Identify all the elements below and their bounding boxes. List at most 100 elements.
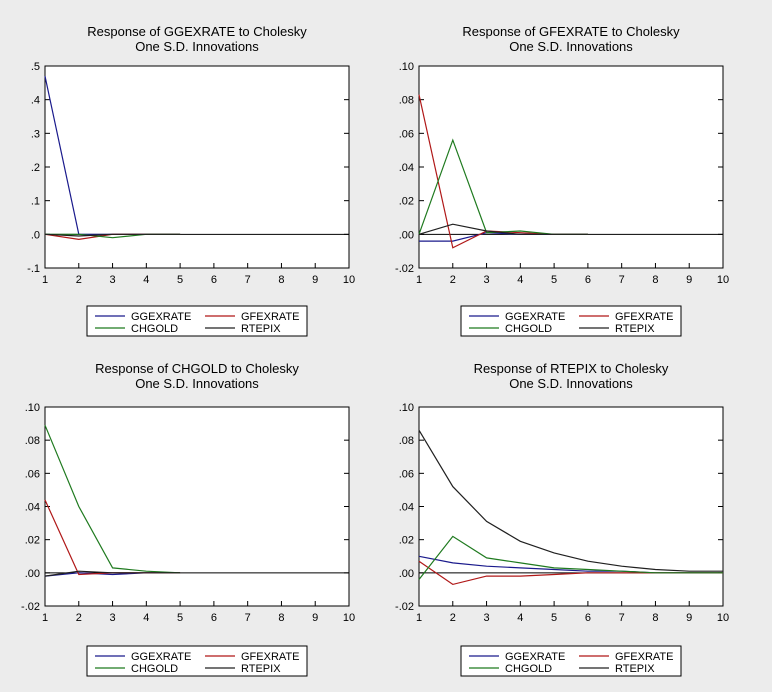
x-tick-label: 2: [76, 612, 82, 624]
legend-label: GGEXRATE: [131, 651, 191, 663]
y-tick-label: .00: [399, 568, 414, 580]
x-tick-label: 5: [551, 612, 557, 624]
legend-label: GFEXRATE: [615, 311, 673, 323]
y-tick-label: .10: [399, 402, 414, 414]
x-tick-label: 3: [483, 612, 489, 624]
chart-title-line: Response of CHGOLD to Cholesky: [95, 361, 299, 376]
chart-title-line: One S.D. Innovations: [135, 39, 259, 54]
x-tick-label: 8: [652, 612, 658, 624]
x-tick-label: 3: [109, 612, 115, 624]
y-tick-label: -.02: [21, 601, 40, 613]
chart-title-line: Response of GFEXRATE to Cholesky: [462, 24, 680, 39]
x-tick-label: 8: [652, 274, 658, 286]
x-tick-label: 9: [686, 612, 692, 624]
y-tick-label: .2: [31, 162, 40, 174]
y-tick-label: .10: [399, 61, 414, 73]
y-tick-label: .04: [399, 162, 414, 174]
y-tick-label: .5: [31, 61, 40, 73]
x-tick-label: 10: [717, 274, 729, 286]
y-tick-label: .04: [25, 502, 40, 514]
x-tick-label: 4: [517, 274, 523, 286]
legend-label: GGEXRATE: [505, 651, 565, 663]
legend-label: GGEXRATE: [131, 311, 191, 323]
y-tick-label: .00: [25, 568, 40, 580]
legend-label: CHGOLD: [131, 663, 178, 675]
x-tick-label: 10: [343, 274, 355, 286]
legend-label: CHGOLD: [131, 323, 178, 335]
x-tick-label: 1: [416, 274, 422, 286]
y-tick-label: .10: [25, 402, 40, 414]
series-line-rtepix: [418, 429, 723, 572]
plot-area: [418, 406, 724, 607]
chart-title-line: One S.D. Innovations: [509, 39, 633, 54]
x-tick-label: 8: [278, 612, 284, 624]
legend-label: RTEPIX: [241, 323, 281, 335]
x-tick-label: 9: [312, 612, 318, 624]
legend: GGEXRATE GFEXRATE CHGOLD RTEPIX: [460, 645, 682, 677]
y-tick-label: .00: [399, 229, 414, 241]
legend-label: GFEXRATE: [615, 651, 673, 663]
x-tick-label: 4: [143, 612, 149, 624]
series-line-chgold: [44, 424, 181, 574]
legend-box: [86, 305, 308, 337]
legend: GGEXRATE GFEXRATE CHGOLD RTEPIX: [86, 645, 308, 677]
x-tick-label: 2: [450, 274, 456, 286]
y-tick-label: .08: [399, 95, 414, 107]
chart-title-line: Response of GGEXRATE to Cholesky: [87, 24, 307, 39]
series-line-rtepix: [44, 233, 181, 237]
y-tick-label: .04: [399, 502, 414, 514]
x-tick-label: 8: [278, 274, 284, 286]
x-tick-label: 7: [245, 274, 251, 286]
legend-label: CHGOLD: [505, 663, 552, 675]
legend-label: CHGOLD: [505, 323, 552, 335]
x-tick-label: 6: [585, 612, 591, 624]
x-tick-label: 7: [619, 612, 625, 624]
y-tick-label: -.02: [395, 601, 414, 613]
x-tick-label: 3: [483, 274, 489, 286]
y-tick-label: .02: [25, 535, 40, 547]
x-tick-label: 4: [517, 612, 523, 624]
legend-label: RTEPIX: [615, 323, 655, 335]
legend: GGEXRATE GFEXRATE CHGOLD RTEPIX: [460, 305, 682, 337]
chart-title-line: One S.D. Innovations: [509, 376, 633, 391]
x-tick-label: 7: [245, 612, 251, 624]
y-tick-label: -.1: [27, 263, 40, 275]
legend-label: GFEXRATE: [241, 311, 299, 323]
x-tick-label: 10: [717, 612, 729, 624]
legend-label: RTEPIX: [241, 663, 281, 675]
x-tick-label: 1: [416, 612, 422, 624]
series-line-rtepix: [418, 223, 588, 235]
y-tick-label: .4: [31, 95, 40, 107]
legend-label: GFEXRATE: [241, 651, 299, 663]
x-tick-label: 7: [619, 274, 625, 286]
plot-area: [44, 406, 350, 607]
x-tick-label: 6: [585, 274, 591, 286]
series-line-chgold: [418, 535, 723, 580]
y-tick-label: .0: [31, 229, 40, 241]
series-line-rtepix: [44, 570, 181, 577]
x-tick-label: 6: [211, 612, 217, 624]
legend-box: [86, 645, 308, 677]
y-tick-label: .1: [31, 196, 40, 208]
x-tick-label: 4: [143, 274, 149, 286]
legend-label: RTEPIX: [615, 663, 655, 675]
y-tick-label: .08: [25, 435, 40, 447]
x-tick-label: 9: [686, 274, 692, 286]
x-tick-label: 10: [343, 612, 355, 624]
x-tick-label: 5: [551, 274, 557, 286]
y-tick-label: .02: [399, 196, 414, 208]
y-tick-label: .02: [399, 535, 414, 547]
y-tick-label: .06: [399, 128, 414, 140]
x-tick-label: 5: [177, 274, 183, 286]
legend-label: GGEXRATE: [505, 311, 565, 323]
x-tick-label: 1: [42, 612, 48, 624]
x-tick-label: 1: [42, 274, 48, 286]
legend-box: [460, 645, 682, 677]
y-tick-label: -.02: [395, 263, 414, 275]
